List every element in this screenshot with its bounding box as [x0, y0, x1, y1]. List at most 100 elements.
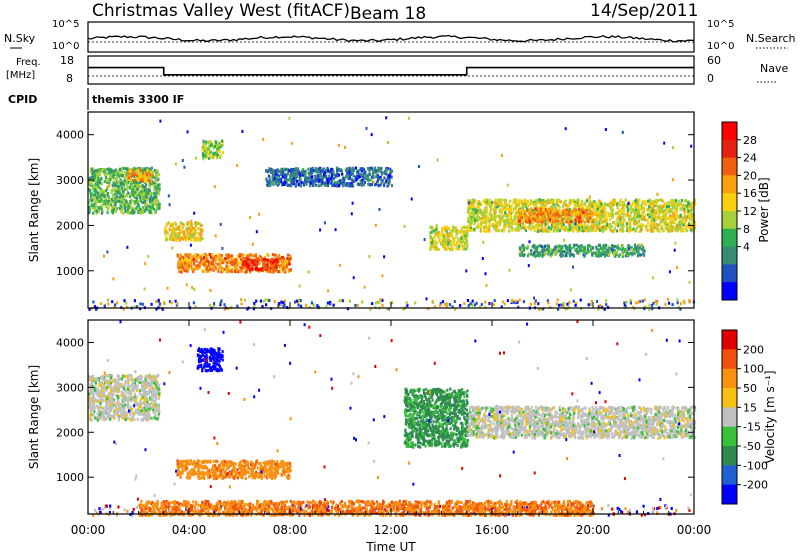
- data-cell: [117, 199, 120, 203]
- data-cell: [139, 190, 143, 194]
- data-cell: [184, 263, 187, 267]
- data-cell: [585, 199, 588, 203]
- data-cell: [246, 255, 249, 259]
- data-cell: [113, 182, 116, 186]
- data-cell: [213, 151, 216, 155]
- data-cell: [479, 222, 482, 226]
- data-cell: [610, 224, 613, 228]
- data-cell: [523, 227, 526, 231]
- data-cell: [134, 199, 137, 203]
- data-cell: [179, 262, 182, 266]
- data-cell: [500, 228, 503, 232]
- data-cell: [127, 173, 130, 177]
- data-cell: [120, 188, 123, 192]
- data-cell: [262, 299, 265, 303]
- data-cell: [193, 238, 196, 242]
- data-cell: [308, 175, 311, 179]
- data-cell: [196, 256, 200, 260]
- data-cell: [649, 209, 652, 213]
- data-cell: [181, 266, 184, 270]
- data-cell: [212, 155, 215, 159]
- data-cell: [659, 221, 662, 225]
- data-cell: [511, 298, 514, 302]
- data-cell: [205, 155, 208, 159]
- data-cell: [199, 263, 202, 267]
- data-cell: [522, 211, 525, 214]
- data-cell: [154, 198, 157, 202]
- data-cell: [247, 257, 250, 261]
- data-cell: [268, 299, 271, 303]
- data-cell: [202, 154, 205, 158]
- data-cell: [589, 303, 592, 306]
- data-cell: [582, 214, 585, 218]
- data-cell: [190, 235, 193, 239]
- data-cell: [370, 166, 373, 170]
- data-cell: [354, 175, 358, 179]
- data-cell: [126, 186, 129, 190]
- data-cell: [629, 218, 632, 222]
- data-cell: [445, 247, 448, 251]
- data-cell: [128, 210, 131, 214]
- data-cell: [269, 262, 272, 266]
- data-cell: [133, 166, 136, 170]
- nsky-trace: [87, 34, 695, 43]
- data-cell: [634, 210, 637, 214]
- data-cell: [147, 187, 150, 191]
- data-cell: [515, 210, 518, 214]
- data-cell: [152, 174, 155, 178]
- data-cell: [294, 178, 298, 182]
- data-cell: [225, 267, 228, 271]
- data-cell: [598, 209, 601, 213]
- data-cell: [169, 224, 172, 228]
- data-cell: [332, 177, 335, 181]
- data-cell: [107, 171, 111, 175]
- data-cell: [270, 307, 273, 311]
- data-cell: [605, 211, 608, 215]
- data-cell: [441, 226, 445, 230]
- data-cell: [539, 212, 543, 216]
- data-cell: [214, 265, 217, 269]
- data-cell: [95, 175, 98, 179]
- data-cell: [179, 253, 182, 257]
- data-cell: [576, 211, 580, 215]
- data-cell: [381, 304, 384, 307]
- data-cell: [138, 196, 141, 200]
- data-cell: [263, 263, 267, 267]
- data-cell: [140, 173, 143, 177]
- data-cell: [188, 222, 191, 226]
- data-cell: [221, 268, 224, 272]
- data-cell: [651, 209, 654, 213]
- data-cell: [181, 226, 184, 230]
- data-cell: [92, 187, 95, 191]
- data-cell: [240, 258, 243, 262]
- data-cell: [256, 266, 259, 270]
- data-cell: [127, 207, 130, 211]
- data-cell: [166, 231, 169, 235]
- data-cell: [277, 302, 281, 305]
- data-cell: [143, 203, 146, 207]
- data-cell: [265, 252, 269, 256]
- data-cell: [687, 209, 690, 213]
- data-cell: [330, 171, 333, 175]
- data-cell: [190, 224, 193, 227]
- data-cell: [535, 208, 538, 212]
- data-cell: [533, 201, 536, 205]
- data-cell: [126, 203, 129, 207]
- data-cell: [238, 253, 241, 257]
- data-cell: [135, 201, 138, 205]
- data-cell: [319, 168, 322, 172]
- data-cell: [168, 237, 171, 241]
- data-cell: [323, 181, 327, 185]
- data-cell: [646, 218, 649, 222]
- data-cell: [133, 211, 136, 215]
- data-cell: [317, 184, 321, 188]
- data-cell: [320, 175, 323, 179]
- data-cell: [192, 233, 196, 237]
- data-cell: [373, 166, 377, 170]
- data-cell: [89, 170, 92, 174]
- data-cell: [191, 267, 194, 271]
- data-cell: [179, 268, 182, 272]
- data-cell: [213, 302, 216, 306]
- data-cell: [472, 204, 475, 208]
- data-cell: [439, 302, 442, 305]
